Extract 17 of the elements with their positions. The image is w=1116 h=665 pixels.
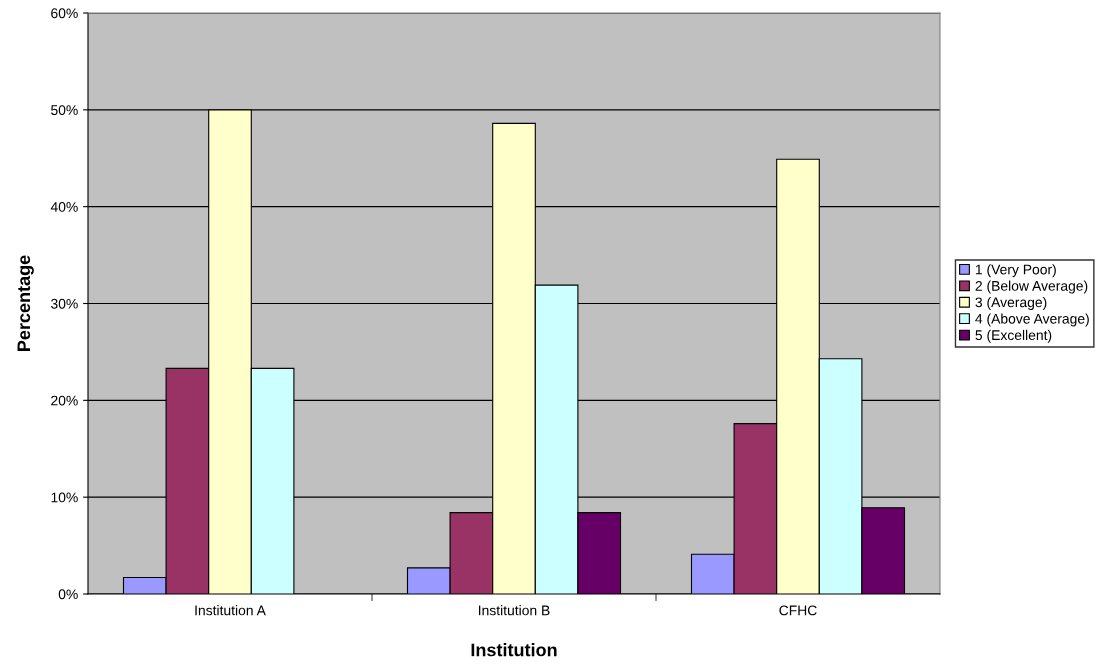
y-axis-title: Percentage [17, 255, 34, 351]
y-tick-label: 10% [51, 492, 78, 503]
y-tick-label: 0% [58, 589, 78, 600]
legend-label: 4 (Above Average) [975, 313, 1089, 327]
y-tick-label: 60% [51, 8, 78, 19]
y-tick-label: 20% [51, 395, 78, 406]
x-tick-label: Institution A [195, 605, 266, 616]
legend-label: 2 (Below Average) [975, 280, 1088, 294]
y-tick-label: 50% [51, 105, 78, 115]
y-tick-label: 40% [50, 202, 78, 212]
legend-label: 3 (Average) [975, 297, 1047, 310]
legend-label: 1 (Very Poor) [975, 264, 1056, 278]
legend-label: 5 (Excellent) [975, 329, 1052, 343]
y-tick-label: 30% [51, 298, 78, 309]
x-tick-label: Institution B [479, 605, 550, 616]
x-tick-label: CFHC [779, 605, 817, 616]
x-axis-title: Institution [471, 643, 557, 657]
